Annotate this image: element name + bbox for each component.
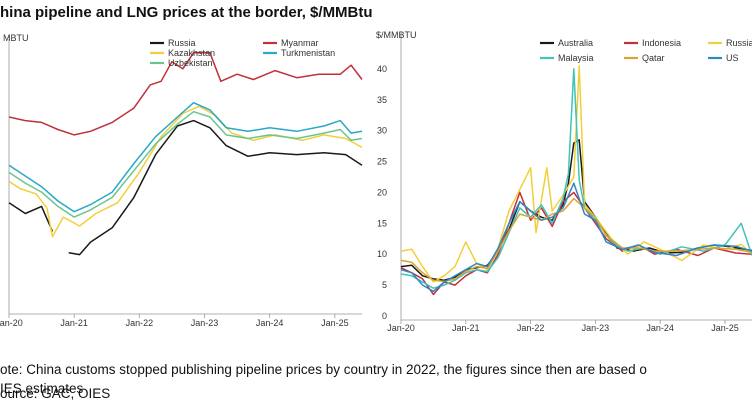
chart0-x-tick-label: Jan-24 bbox=[256, 318, 284, 328]
chart-note-line-2: IES estimates bbox=[0, 381, 84, 396]
chart1-legend-label-australia: Australia bbox=[558, 38, 593, 48]
chart1-series-australia-line bbox=[400, 139, 752, 281]
chart0-x-tick-label: Jan-20 bbox=[0, 318, 23, 328]
chart0-x-tick-label: Jan-23 bbox=[191, 318, 219, 328]
chart1-x-tick-label: Jan-21 bbox=[452, 323, 480, 333]
chart0-x-tick-label: Jan-25 bbox=[321, 318, 349, 328]
chart1-y-axis-label: $/MMBTU bbox=[376, 30, 417, 40]
chart0-x-tick-label: Jan-22 bbox=[126, 318, 154, 328]
chart-source: ource: GAC, OIES bbox=[0, 386, 111, 401]
chart0-series-turkmenistan-line bbox=[8, 101, 363, 213]
chart1-x-tick-label: Jan-22 bbox=[517, 323, 545, 333]
page-title: hina pipeline and LNG prices at the bord… bbox=[0, 4, 373, 21]
chart1-legend-label-russia: Russia bbox=[726, 38, 752, 48]
chart1-y-tick-label: 5 bbox=[382, 280, 387, 290]
chart-note-line-1: ote: China customs stopped publishing pi… bbox=[0, 362, 647, 377]
chart0-legend-label-turkmenistan: Turkmenistan bbox=[281, 48, 335, 58]
chart1-x-tick-label: Jan-20 bbox=[387, 323, 415, 333]
chart0-y-axis-label: MBTU bbox=[3, 33, 29, 43]
chart0-legend-label-kazakhstan: Kazakhstan bbox=[168, 48, 215, 58]
chart0-legend-label-myanmar: Myanmar bbox=[281, 38, 319, 48]
chart1-y-tick-label: 25 bbox=[377, 157, 387, 167]
chart1-y-tick-label: 15 bbox=[377, 218, 387, 228]
chart1-x-tick-label: Jan-24 bbox=[646, 323, 674, 333]
chart1-legend-label-us: US bbox=[726, 53, 739, 63]
chart1-series-us-line bbox=[400, 182, 752, 293]
chart0-series-russia-line bbox=[8, 119, 363, 256]
chart1-legend-label-qatar: Qatar bbox=[642, 53, 665, 63]
chart1-series-qatar-line bbox=[400, 197, 752, 283]
chart1-x-tick-label: Jan-23 bbox=[582, 323, 610, 333]
chart1-legend-label-malaysia: Malaysia bbox=[558, 53, 594, 63]
chart1-y-tick-label: 30 bbox=[377, 126, 387, 136]
chart1-y-tick-label: 0 bbox=[382, 311, 387, 321]
chart1-x-tick-label: Jan-25 bbox=[711, 323, 739, 333]
chart0-x-tick-label: Jan-21 bbox=[60, 318, 88, 328]
chart1-y-tick-label: 40 bbox=[377, 64, 387, 74]
chart1-legend-label-indonesia: Indonesia bbox=[642, 38, 681, 48]
chart0-series-uzbekistan-line bbox=[8, 110, 363, 218]
chart0-legend-label-uzbekistan: Uzbekistan bbox=[168, 58, 213, 68]
chart1-y-tick-label: 10 bbox=[377, 249, 387, 259]
chart0-series-myanmar-line bbox=[8, 51, 363, 136]
chart0-legend-label-russia: Russia bbox=[168, 38, 196, 48]
chart1-y-tick-label: 20 bbox=[377, 187, 387, 197]
chart0-series-kazakhstan-line bbox=[8, 105, 363, 238]
chart1-y-tick-label: 35 bbox=[377, 95, 387, 105]
